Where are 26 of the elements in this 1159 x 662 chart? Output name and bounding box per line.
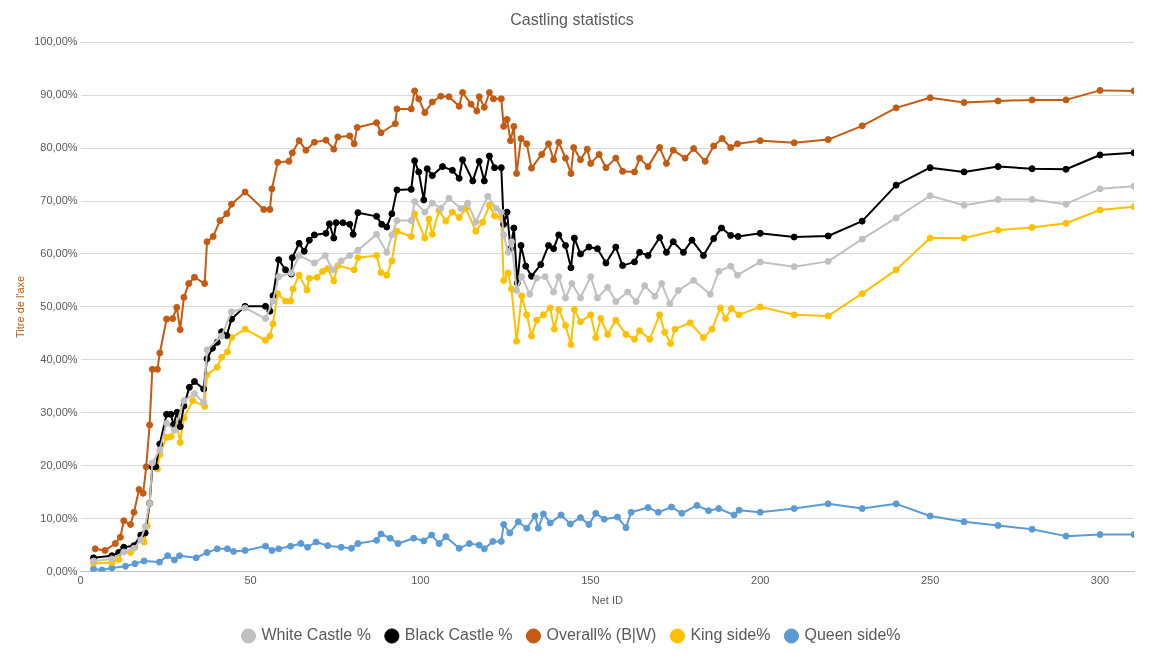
y-tick-label: 90,00%	[40, 88, 78, 101]
y-tick-label: 70,00%	[40, 194, 78, 207]
y-tick-label: 60,00%	[40, 246, 78, 259]
legend-label: Overall% (B|W)	[546, 626, 657, 644]
y-tick-label: 10,00%	[40, 511, 78, 524]
y-tick-label: 80,00%	[40, 141, 78, 154]
x-tick-label: 150	[581, 574, 600, 587]
x-tick-label: 50	[244, 574, 257, 587]
x-tick-label: 200	[751, 574, 770, 587]
y-tick-label: 50,00%	[40, 299, 78, 312]
x-tick-label: 100	[411, 574, 430, 587]
y-tick-label: 40,00%	[40, 352, 78, 365]
legend-label: Queen side%	[804, 626, 901, 644]
x-tick-label: 300	[1090, 574, 1110, 587]
x-tick-label: 250	[920, 574, 940, 587]
y-axis-title: Titre de l'axe	[13, 275, 26, 339]
chart-title: Castling statistics	[510, 11, 634, 29]
y-tick-label: 100,00%	[34, 35, 78, 48]
x-tick-label: 0	[77, 574, 84, 587]
x-axis-title: Net ID	[591, 594, 623, 607]
y-tick-label: 20,00%	[40, 458, 78, 471]
legend-label: Black Castle %	[404, 626, 513, 644]
legend-label: White Castle %	[261, 626, 371, 644]
y-tick-label: 0,00%	[46, 564, 78, 577]
legend-label: King side%	[690, 626, 771, 644]
y-tick-label: 30,00%	[40, 405, 78, 418]
